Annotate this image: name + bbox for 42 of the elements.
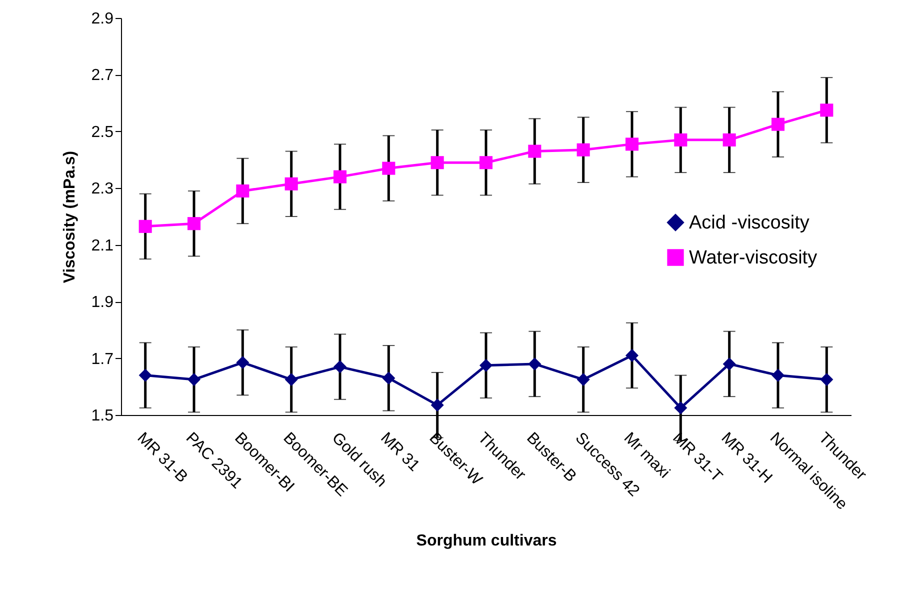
point <box>674 401 688 414</box>
y-tick-label: 1.9 <box>91 294 114 312</box>
point <box>625 348 639 362</box>
point <box>722 133 736 146</box>
point <box>430 398 444 412</box>
y-tick-label: 2.1 <box>91 237 114 254</box>
point <box>625 138 639 151</box>
point <box>820 104 834 117</box>
y-tick-label: 2.7 <box>91 67 114 84</box>
legend-label: Acid -viscosity <box>689 212 810 234</box>
point <box>771 368 785 382</box>
point <box>674 133 688 146</box>
legend-label: Water-viscosity <box>689 248 818 268</box>
y-tick-label: 2.3 <box>91 180 114 198</box>
point <box>187 373 201 386</box>
point <box>771 118 785 131</box>
y-axis-title: Viscosity (mPa.s) <box>61 150 78 284</box>
point <box>236 184 250 198</box>
point <box>479 358 493 372</box>
y-tick-label: 2.5 <box>91 124 114 141</box>
point <box>187 217 201 230</box>
point <box>284 373 298 386</box>
point <box>479 156 493 170</box>
point <box>528 144 542 158</box>
point <box>284 177 298 190</box>
point <box>382 162 396 175</box>
point <box>138 368 152 382</box>
y-tick-label: 1.5 <box>91 408 114 424</box>
x-axis-title: Sorghum cultivars <box>416 532 557 550</box>
point <box>333 360 347 374</box>
point <box>236 356 250 370</box>
point <box>138 220 152 233</box>
point <box>528 357 542 370</box>
point <box>333 170 347 184</box>
point <box>430 156 444 170</box>
point <box>820 373 834 386</box>
point <box>382 372 396 385</box>
point <box>722 357 736 370</box>
point <box>576 373 590 386</box>
point <box>576 143 590 156</box>
y-tick-label: 1.7 <box>91 350 114 368</box>
y-tick-label: 2.9 <box>91 10 114 28</box>
